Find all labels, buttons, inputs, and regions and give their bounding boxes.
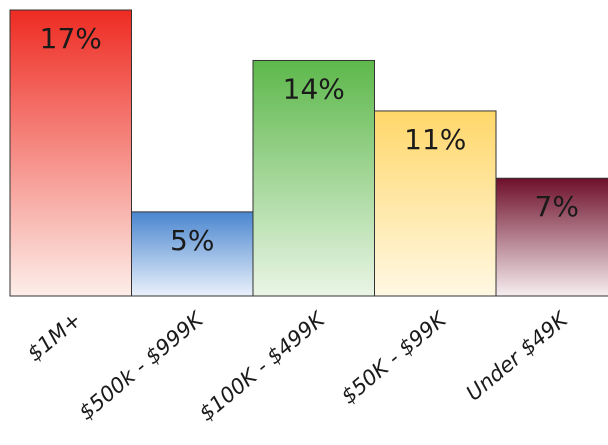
data-label-500k-999k: 5% <box>170 224 214 257</box>
bar-500k-999k <box>131 211 254 297</box>
category-label-under-49k: Under $49K <box>461 306 573 406</box>
bar-1m <box>9 9 132 297</box>
category-label-1m: $1M+ <box>23 307 86 366</box>
category-label-50k-99k: $50K - $99K <box>336 306 452 409</box>
data-label-100k-499k: 14% <box>283 72 345 105</box>
bars-layer <box>9 9 608 297</box>
data-labels-layer: 17% 5% 14% 11% 7% <box>40 22 579 257</box>
category-label-500k-999k: $500k - $999K <box>74 306 209 425</box>
category-label-100k-499k: $100K - $499K <box>195 306 331 426</box>
bar-50k-99k <box>374 110 497 297</box>
bar-under-49k <box>495 177 608 297</box>
category-labels-layer: $1M+$500k - $999K$100K - $499K $50K - $99… <box>23 306 574 426</box>
bar-100k-499k <box>252 59 375 297</box>
data-label-1m: 17% <box>40 22 102 55</box>
data-label-under-49k: 7% <box>535 190 579 223</box>
data-label-50k-99k: 11% <box>404 123 466 156</box>
